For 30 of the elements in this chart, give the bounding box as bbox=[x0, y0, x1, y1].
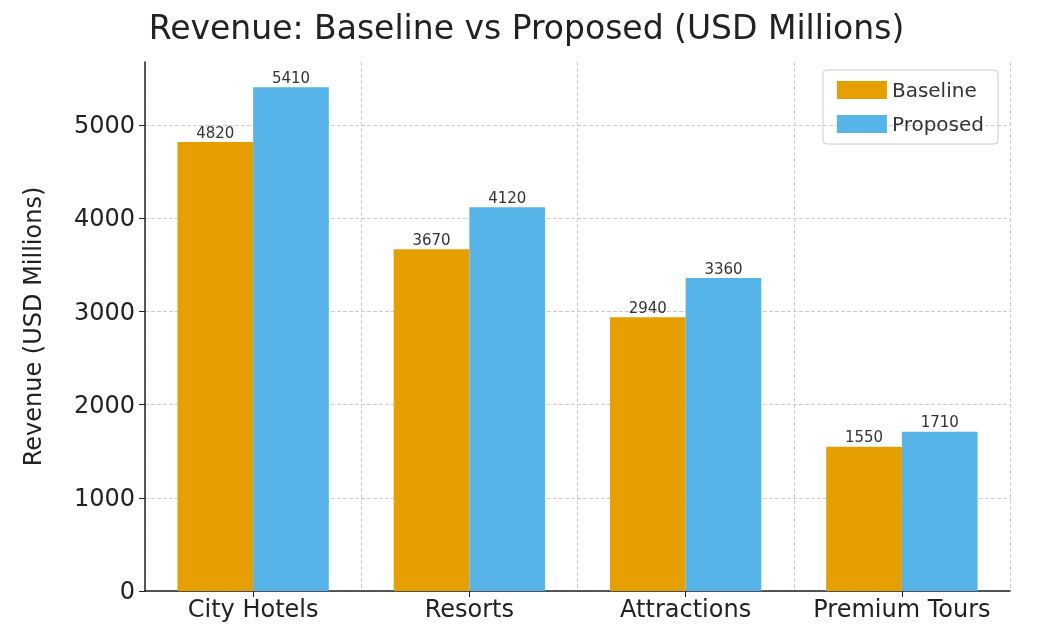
data-label: 4820 bbox=[196, 123, 235, 142]
legend-label: Proposed bbox=[891, 112, 985, 136]
y-axis-title: Revenue (USD Millions) bbox=[19, 186, 47, 467]
bar bbox=[826, 446, 902, 591]
chart-title: Revenue: Baseline vs Proposed (USD Millions) bbox=[148, 8, 905, 47]
y-tick-label: 2000 bbox=[73, 390, 135, 419]
x-tick-label: City Hotels bbox=[187, 595, 319, 623]
x-tick-label: Resorts bbox=[424, 595, 515, 623]
bar bbox=[901, 431, 978, 591]
y-tick-label: 0 bbox=[119, 577, 135, 605]
data-label: 3670 bbox=[412, 230, 451, 249]
data-label: 2940 bbox=[628, 298, 667, 317]
data-label: 1550 bbox=[844, 428, 884, 447]
y-tick-label: 1000 bbox=[73, 483, 135, 512]
y-tick-label: 5000 bbox=[73, 111, 135, 140]
data-label: 3360 bbox=[704, 259, 743, 278]
y-tick-label: 3000 bbox=[73, 297, 135, 326]
x-tick-label: Premium Tours bbox=[813, 595, 991, 623]
bar bbox=[177, 142, 254, 591]
legend-label: Baseline bbox=[891, 78, 977, 102]
data-label: 5410 bbox=[271, 68, 311, 87]
bar bbox=[393, 249, 470, 591]
bar bbox=[609, 317, 686, 591]
data-label: 4120 bbox=[488, 188, 527, 207]
data-label: 1710 bbox=[920, 413, 959, 432]
bar bbox=[253, 87, 329, 591]
bar bbox=[469, 207, 546, 591]
x-tick-label: Attractions bbox=[620, 595, 752, 623]
bar bbox=[685, 278, 762, 591]
y-tick-label: 4000 bbox=[73, 204, 135, 233]
